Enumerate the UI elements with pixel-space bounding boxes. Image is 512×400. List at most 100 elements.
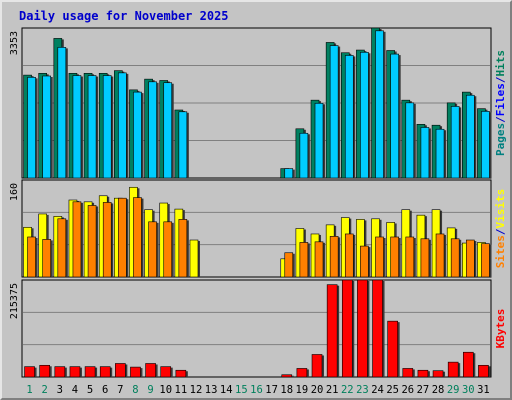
bar-files-27 [420, 127, 430, 179]
bar-files-19 [299, 132, 309, 179]
day-label-15: 15 [235, 384, 248, 396]
bar-sites-22 [344, 233, 354, 278]
bar-sites-8 [133, 197, 142, 278]
bar-kbytes-25 [387, 320, 398, 378]
y-max-label: 215375 [9, 283, 20, 319]
bar-files-18 [284, 168, 294, 179]
day-label-26: 26 [401, 384, 414, 396]
legend-part: Hits [494, 50, 507, 77]
bar-kbytes-8 [130, 366, 141, 378]
day-label-11: 11 [175, 384, 188, 396]
bar-kbytes-26 [402, 368, 414, 378]
bar-files-28 [435, 128, 445, 179]
bar-sites-7 [118, 197, 127, 278]
day-label-6: 6 [102, 384, 108, 396]
bar-kbytes-10 [160, 366, 172, 378]
bar-kbytes-23 [357, 279, 368, 378]
bar-files-22 [344, 55, 354, 179]
day-label-20: 20 [311, 384, 324, 396]
y-max-label: 160 [9, 183, 20, 201]
legend-part: / [494, 116, 507, 123]
bar-kbytes-7 [115, 363, 126, 378]
bar-sites-23 [360, 245, 369, 278]
bar-files-25 [390, 53, 399, 179]
bar-kbytes-9 [145, 363, 156, 378]
bar-sites-5 [87, 205, 97, 278]
legend-hits-files-pages: Pages/Files/Hits [494, 50, 507, 156]
day-label-8: 8 [132, 384, 138, 396]
day-label-18: 18 [280, 384, 293, 396]
bar-kbytes-20 [311, 354, 323, 378]
bar-kbytes-27 [417, 369, 429, 378]
y-max-label: 3353 [9, 31, 20, 55]
chart-title: Daily usage for November 2025 [19, 9, 229, 23]
bar-sites-18 [284, 252, 294, 278]
day-label-14: 14 [220, 384, 233, 396]
bar-sites-21 [329, 236, 339, 278]
day-label-30: 30 [462, 384, 475, 396]
bar-kbytes-21 [326, 284, 338, 378]
bar-sites-19 [299, 242, 309, 278]
day-label-13: 13 [205, 384, 218, 396]
bar-files-29 [450, 106, 460, 179]
day-label-7: 7 [117, 384, 123, 396]
legend-part: KBytes [494, 309, 507, 349]
day-label-2: 2 [42, 384, 48, 396]
bar-sites-20 [314, 241, 324, 278]
bar-sites-3 [57, 218, 67, 278]
panel-visits-sites: 160 Sites/Visits [9, 179, 507, 278]
bar-kbytes-18 [281, 374, 293, 378]
bar-sites-2 [42, 239, 51, 278]
bar-sites-10 [163, 221, 173, 278]
bar-kbytes-22 [341, 279, 353, 378]
day-label-23: 23 [356, 384, 369, 396]
bar-sites-28 [435, 233, 445, 278]
day-label-25: 25 [386, 384, 399, 396]
legend-kbytes: KBytes [494, 309, 507, 349]
bar-sites-4 [72, 201, 82, 278]
day-label-12: 12 [190, 384, 203, 396]
bar-sites-29 [450, 238, 460, 278]
bar-kbytes-4 [69, 366, 81, 378]
bar-sites-6 [102, 202, 112, 278]
bar-sites-1 [27, 236, 36, 278]
day-label-3: 3 [57, 384, 63, 396]
day-labels: 1 2 3 4 5 6 7 8 9 10 11 12 13 14 15 16 17 18 19 20 21 22 23 24 2… [26, 384, 489, 396]
bar-files-31 [481, 111, 490, 179]
bar-files-5 [87, 75, 97, 179]
bar-sites-30 [466, 239, 475, 278]
bar-sites-31 [481, 243, 490, 278]
bar-kbytes-28 [432, 370, 444, 378]
bar-files-20 [314, 102, 324, 179]
legend-part: Visits [494, 189, 507, 229]
day-label-29: 29 [447, 384, 460, 396]
day-label-1: 1 [26, 384, 32, 396]
bar-files-3 [57, 47, 67, 179]
bar-files-10 [163, 82, 173, 179]
bar-sites-27 [420, 238, 430, 278]
bar-files-23 [360, 51, 369, 179]
day-label-9: 9 [147, 384, 153, 396]
bar-kbytes-11 [175, 369, 187, 378]
legend-part: Files [494, 83, 507, 116]
legend-visits-sites: Sites/Visits [494, 189, 507, 269]
day-label-17: 17 [265, 384, 278, 396]
bar-visits-12 [189, 239, 199, 278]
bar-files-8 [133, 91, 142, 179]
bar-kbytes-19 [296, 368, 308, 378]
bar-kbytes-3 [54, 366, 66, 378]
day-label-21: 21 [326, 384, 339, 396]
bar-kbytes-2 [39, 364, 50, 378]
day-label-27: 27 [417, 384, 430, 396]
day-label-16: 16 [250, 384, 263, 396]
panel-background [21, 279, 492, 378]
bar-files-26 [405, 102, 415, 179]
bar-files-7 [118, 72, 127, 179]
chart-panels: 3353Pages/Files/Hits160Sites/Visits21537… [9, 27, 507, 378]
legend-part: Pages [494, 123, 507, 156]
day-label-31: 31 [477, 384, 490, 396]
bar-files-1 [27, 77, 36, 179]
day-label-22: 22 [341, 384, 354, 396]
